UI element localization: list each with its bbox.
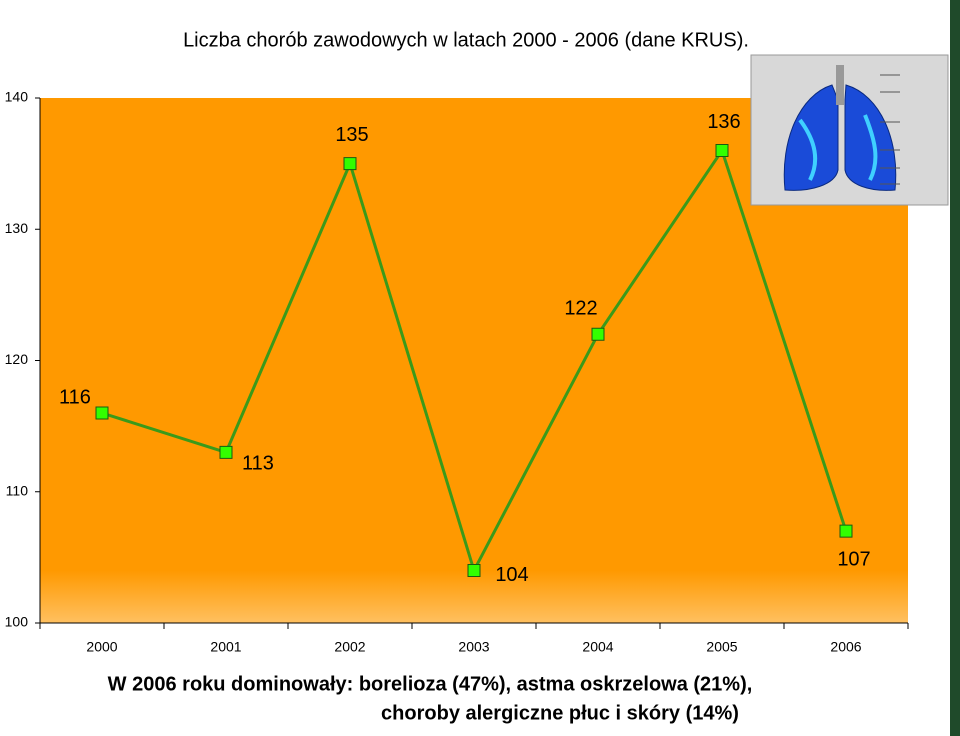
x-tick-label: 2003 [458, 639, 489, 655]
y-tick-label: 120 [5, 351, 29, 367]
y-tick-label: 140 [5, 89, 29, 105]
data-label: 107 [837, 548, 870, 570]
data-label: 136 [707, 111, 740, 133]
marker [591, 327, 605, 341]
lung-image [750, 54, 949, 206]
marker [839, 524, 853, 538]
x-tick-label: 2000 [86, 639, 117, 655]
marker [715, 144, 729, 157]
chart-title: Liczba chorób zawodowych w latach 2000 -… [183, 29, 749, 51]
data-label: 122 [564, 298, 597, 320]
y-tick-label: 100 [5, 614, 29, 630]
marker [343, 157, 357, 171]
y-tick-label: 110 [6, 482, 29, 498]
marker [219, 445, 233, 459]
x-tick-label: 2001 [210, 639, 241, 655]
data-label: 104 [495, 564, 528, 586]
x-tick-label: 2004 [582, 639, 613, 655]
x-tick-label: 2002 [334, 639, 365, 655]
edge-stripe [950, 0, 960, 736]
x-tick-label: 2006 [830, 639, 861, 655]
marker [95, 406, 109, 420]
x-tick-label: 2005 [706, 639, 737, 655]
y-tick-label: 130 [5, 220, 29, 236]
caption-line: choroby alergiczne płuc i skóry (14%) [381, 702, 739, 724]
marker [467, 564, 481, 577]
data-label: 116 [59, 386, 91, 408]
data-label: 113 [242, 453, 274, 475]
data-label: 135 [335, 124, 368, 146]
caption-line: W 2006 roku dominowały: borelioza (47%),… [108, 673, 753, 695]
